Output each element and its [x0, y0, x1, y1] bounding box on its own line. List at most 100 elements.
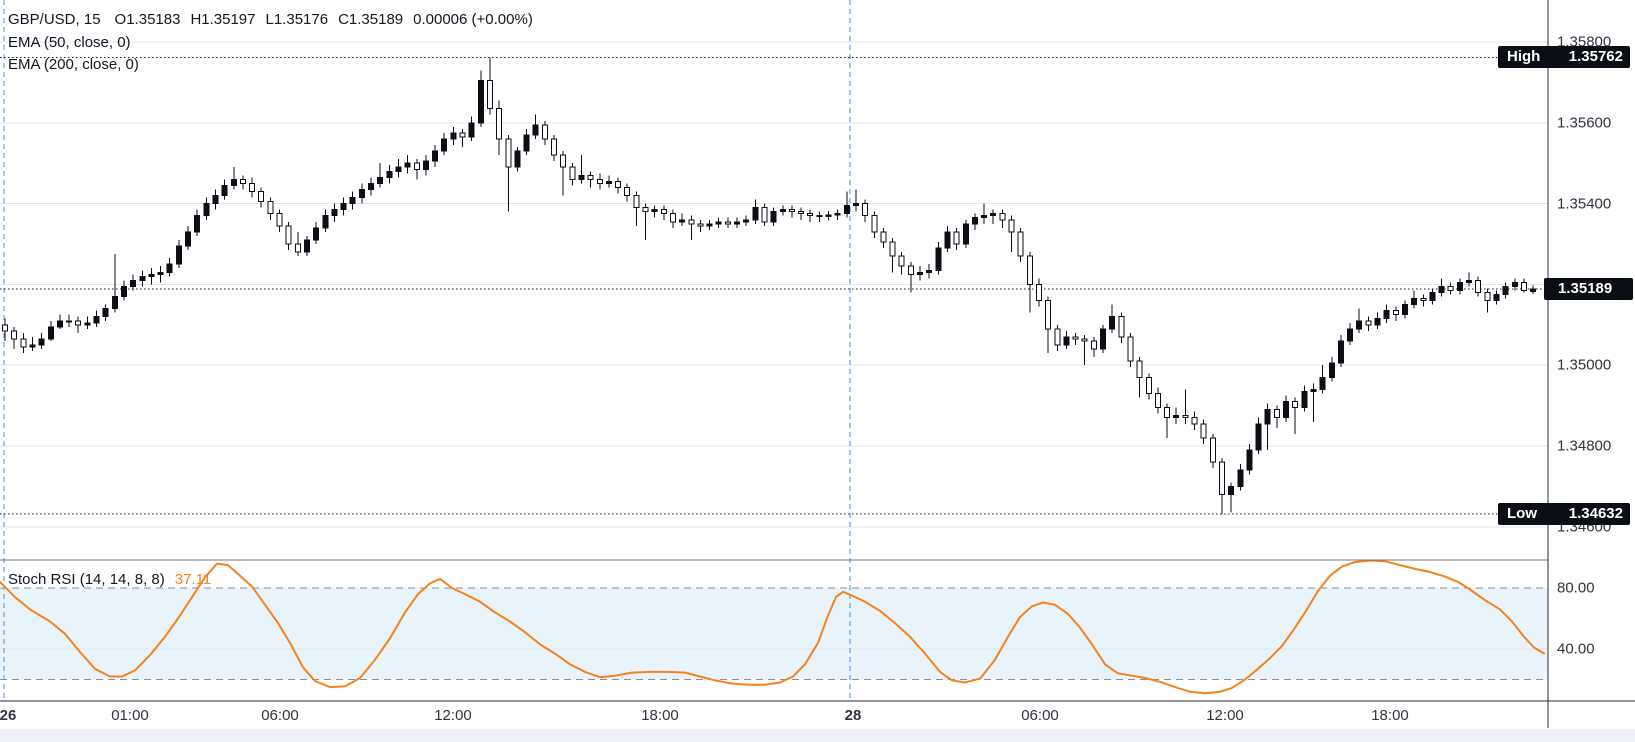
symbol-legend-row[interactable]: GBP/USD, 15 O1.35183 H1.35197 L1.35176 C1.35… [8, 11, 543, 28]
time-axis[interactable] [0, 702, 1548, 729]
stoch-tick-label: 40.00 [1557, 640, 1595, 658]
candle-body-up [1456, 281, 1463, 291]
candle-body-up [203, 203, 210, 217]
candle-body-up [1374, 318, 1381, 326]
candle-body-up [1255, 423, 1262, 451]
candle-body-down [615, 180, 622, 188]
time-tick-label: 06:00 [1021, 707, 1059, 724]
candle-body-down [1008, 219, 1015, 233]
candle-body-up [917, 271, 923, 275]
candle-body-up [990, 213, 997, 217]
ema200-legend-row[interactable]: EMA (200, close, 0) [8, 56, 149, 73]
candle-body-up [38, 338, 45, 346]
candle-body-down [1090, 340, 1097, 350]
candle-body-down [1045, 300, 1052, 330]
candle-body-up [1301, 390, 1308, 409]
candle-body-down [258, 190, 265, 203]
candle-body-down [587, 174, 594, 180]
candle-body-up [477, 79, 484, 124]
candle-body-up [349, 197, 356, 205]
candle-body-up [1246, 449, 1253, 471]
price-tick-label: 1.35000 [1557, 356, 1612, 374]
candle-body-up [834, 213, 841, 216]
bottom-strip [0, 729, 1635, 742]
time-tick-label: 18:00 [1371, 707, 1409, 724]
candle-body-up [157, 271, 164, 275]
high-badge-label: High [1507, 48, 1541, 65]
candle-body-up [1493, 294, 1500, 302]
time-tick-label: 26 [0, 707, 17, 724]
candle-body-up [111, 296, 118, 310]
candle-body-up [422, 160, 429, 170]
time-tick-label: 12:00 [434, 707, 472, 724]
last-price-badge: 1.35189 [1544, 278, 1633, 300]
candle-body-up [734, 221, 740, 225]
candle-body-down [1026, 255, 1033, 285]
candle-body-down [724, 221, 731, 225]
candle-body-down [569, 166, 576, 180]
candle-body-down [688, 219, 695, 225]
candle-body-up [1347, 328, 1354, 342]
candle-body-up [322, 215, 329, 229]
candle-body-down [1072, 336, 1079, 340]
candle-body-down [898, 255, 905, 267]
candle-body-up [358, 188, 365, 199]
candle-body-down [624, 186, 631, 197]
candle-body-down [11, 330, 18, 340]
stoch-rsi-legend-row[interactable]: Stoch RSI (14, 14, 8, 8) 37.11 [8, 571, 211, 588]
candle-body-up [971, 217, 978, 225]
price-pane[interactable] [0, 0, 1548, 701]
candle-body-down [1484, 291, 1491, 302]
candle-body-up [981, 215, 988, 219]
candle-body-up [166, 263, 173, 273]
candle-body-down [1273, 409, 1280, 419]
candle-body-up [1237, 469, 1244, 487]
ema50-legend-row[interactable]: EMA (50, close, 0) [8, 34, 141, 51]
candle-body-up [468, 122, 475, 138]
high-price-badge: High 1.35762 [1498, 46, 1630, 68]
candle-body-down [486, 79, 493, 110]
candle-body-down [788, 209, 795, 213]
candle-body-up [679, 219, 686, 223]
time-tick-label: 01:00 [111, 707, 149, 724]
time-tick-label: 18:00 [641, 707, 679, 724]
candle-body-up [1319, 376, 1326, 390]
candle-body-down [1136, 360, 1143, 378]
candle-body-down [871, 215, 878, 233]
candle-body-down [633, 195, 640, 209]
candle-body-up [1429, 291, 1436, 302]
candle-body-up [230, 178, 237, 186]
candle-body-down [1127, 336, 1134, 362]
candle-body-down [1292, 401, 1299, 409]
candle-body-down [1475, 279, 1482, 293]
candle-body-up [386, 170, 393, 178]
candle-body-down [459, 132, 466, 138]
candle-body-up [935, 247, 942, 271]
candle-body-up [779, 209, 786, 213]
candle-body-down [880, 231, 887, 243]
ohlc-low: L1.35176 [265, 11, 329, 28]
high-badge-value: 1.35762 [1568, 48, 1623, 65]
candle-body-up [770, 211, 777, 223]
candle-body-up [395, 166, 402, 172]
candle-body-down [889, 241, 896, 257]
candle-body-up [313, 227, 320, 241]
candle-body-down [285, 225, 292, 245]
candle-body-down [816, 215, 823, 218]
low-badge-value: 1.34632 [1568, 505, 1623, 522]
candle-body-up [185, 231, 191, 247]
candle-body-down [1209, 437, 1216, 463]
candle-body-up [1401, 304, 1408, 316]
candle-body-up [1383, 310, 1390, 320]
stoch-rsi-line [0, 559, 1545, 695]
candle-body-up [1530, 288, 1537, 292]
candle-body-up [1438, 285, 1445, 293]
candle-body-down [1447, 285, 1454, 291]
candle-body-up [148, 273, 155, 277]
candle-body-up [331, 209, 338, 217]
candle-body-up [852, 203, 859, 207]
candle-body-up [1173, 415, 1180, 419]
candle-body-up [1283, 401, 1289, 419]
